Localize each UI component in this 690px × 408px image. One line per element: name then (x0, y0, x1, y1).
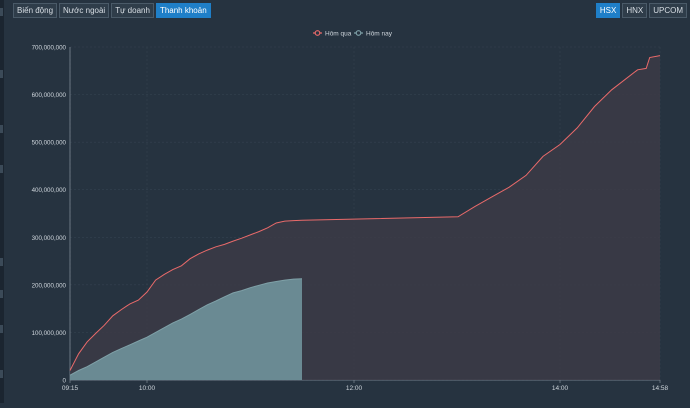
sidebar-marker (0, 370, 3, 378)
y-tick-label: 700,000,000 (32, 45, 67, 52)
sidebar-marker (0, 325, 3, 333)
sidebar-marker (0, 165, 3, 173)
series-area-hom-nay (70, 278, 302, 380)
y-tick-label: 200,000,000 (32, 282, 67, 289)
sidebar-marker (0, 258, 3, 266)
y-tick-label: 0 (63, 378, 67, 385)
exchange-hnx-button[interactable]: HNX (622, 3, 648, 18)
exchange-selector: HSX HNX UPCOM (595, 3, 687, 18)
sidebar-marker (0, 8, 3, 16)
sidebar-marker (0, 290, 3, 298)
x-tick-label: 12:00 (346, 385, 363, 392)
tab-bien-dong[interactable]: Biến động (13, 3, 58, 18)
legend-swatch-dot (355, 30, 362, 36)
series-area-hom-qua (70, 55, 660, 380)
legend-label: Hôm nay (366, 31, 393, 38)
x-tick-label: 10:00 (139, 385, 156, 392)
tab-thanh-khoan[interactable]: Thanh khoản (155, 3, 211, 18)
y-tick-label: 300,000,000 (32, 235, 67, 242)
view-tabs: Biến động Nước ngoài Tự doanh Thanh khoả… (13, 3, 211, 18)
y-tick-label: 500,000,000 (32, 140, 67, 147)
y-tick-label: 100,000,000 (32, 330, 67, 337)
tab-nuoc-ngoai[interactable]: Nước ngoài (59, 3, 110, 18)
legend-label: Hôm qua (325, 31, 352, 38)
series-line-hom-nay (69, 278, 303, 376)
legend-swatch-dot (314, 30, 321, 36)
left-sidebar-strip (0, 0, 4, 403)
x-tick-label: 09:15 (62, 385, 79, 392)
y-tick-label: 400,000,000 (32, 187, 67, 194)
x-tick-label: 14:00 (552, 385, 569, 392)
y-tick-label: 600,000,000 (32, 92, 67, 99)
sidebar-marker (0, 70, 3, 78)
x-tick-label: 14:58 (652, 385, 669, 392)
series-line-hom-qua (69, 55, 661, 371)
sidebar-marker (0, 125, 3, 133)
exchange-hsx-button[interactable]: HSX (595, 3, 621, 18)
tab-tu-doanh[interactable]: Tự doanh (111, 3, 154, 18)
exchange-upcom-button[interactable]: UPCOM (649, 3, 687, 18)
